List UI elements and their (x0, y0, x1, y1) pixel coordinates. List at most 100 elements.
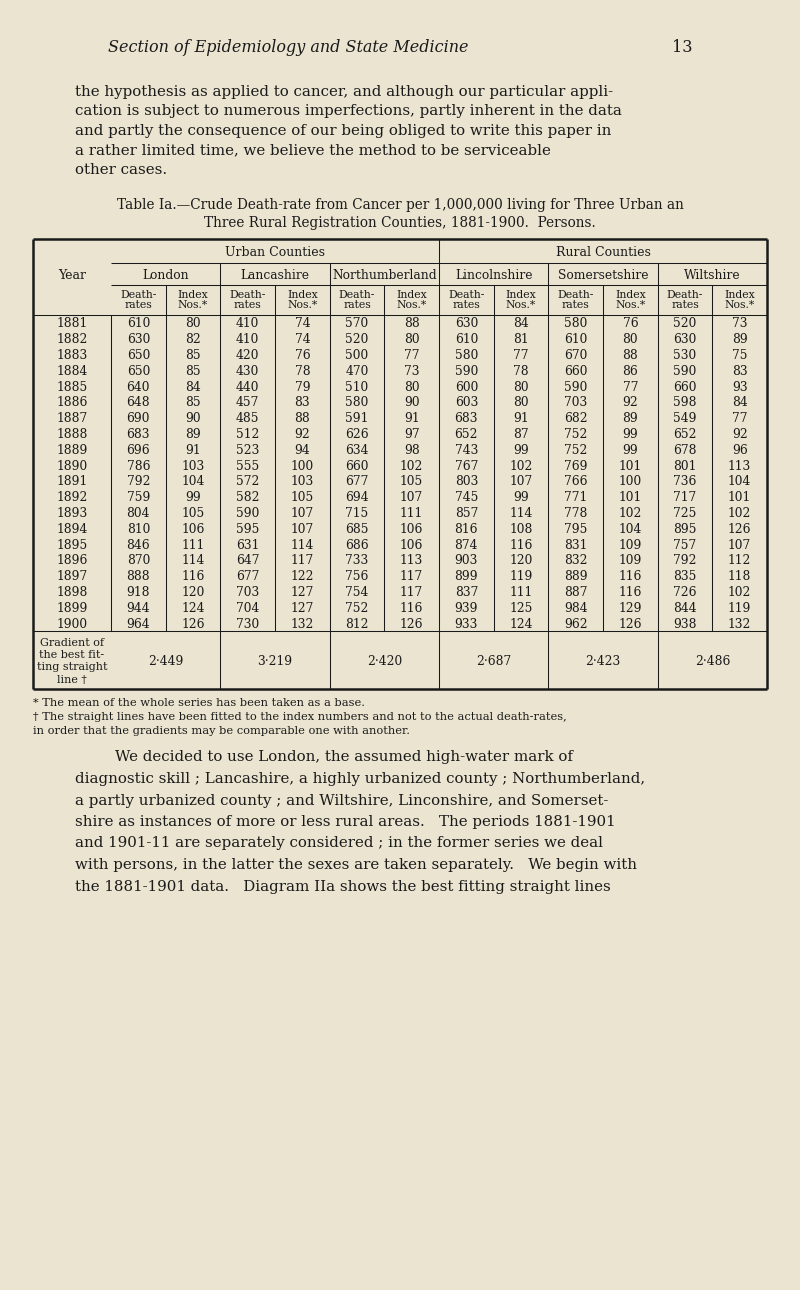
Text: 99: 99 (622, 444, 638, 457)
Text: 590: 590 (564, 381, 587, 393)
Text: 686: 686 (345, 539, 369, 552)
Text: 630: 630 (674, 333, 697, 346)
Text: 696: 696 (126, 444, 150, 457)
Text: 109: 109 (618, 555, 642, 568)
Text: 795: 795 (564, 522, 587, 535)
Text: 870: 870 (126, 555, 150, 568)
Text: 111: 111 (400, 507, 423, 520)
Text: Death-: Death- (448, 289, 485, 299)
Text: 630: 630 (126, 333, 150, 346)
Text: Death-: Death- (558, 289, 594, 299)
Text: 1895: 1895 (56, 539, 88, 552)
Text: 105: 105 (400, 476, 423, 489)
Text: shire as instances of more or less rural areas.   The periods 1881-1901: shire as instances of more or less rural… (75, 815, 616, 829)
Text: 126: 126 (400, 618, 423, 631)
Text: 660: 660 (564, 365, 587, 378)
Text: 549: 549 (674, 413, 697, 426)
Text: rates: rates (343, 301, 371, 311)
Text: 103: 103 (182, 459, 205, 472)
Text: 88: 88 (404, 317, 419, 330)
Text: 84: 84 (732, 396, 747, 409)
Text: 1891: 1891 (56, 476, 88, 489)
Text: 582: 582 (236, 491, 259, 504)
Text: 757: 757 (674, 539, 697, 552)
Text: 83: 83 (294, 396, 310, 409)
Text: 610: 610 (564, 333, 587, 346)
Text: 520: 520 (674, 317, 697, 330)
Text: Nos.*: Nos.* (725, 301, 754, 311)
Text: 108: 108 (510, 522, 533, 535)
Text: 99: 99 (185, 491, 201, 504)
Text: 102: 102 (728, 586, 751, 599)
Text: rates: rates (125, 301, 152, 311)
Text: We decided to use London, the assumed high-water mark of: We decided to use London, the assumed hi… (115, 751, 573, 765)
Text: 116: 116 (618, 586, 642, 599)
Text: 804: 804 (126, 507, 150, 520)
Text: 938: 938 (674, 618, 697, 631)
Text: Index: Index (506, 289, 536, 299)
Text: 109: 109 (618, 539, 642, 552)
Text: 127: 127 (290, 602, 314, 615)
Text: 792: 792 (126, 476, 150, 489)
Text: 652: 652 (454, 428, 478, 441)
Text: 2·449: 2·449 (148, 655, 183, 668)
Text: Somersetshire: Somersetshire (558, 270, 648, 283)
Text: 640: 640 (126, 381, 150, 393)
Text: line †: line † (57, 675, 87, 685)
Text: 752: 752 (346, 602, 369, 615)
Text: 98: 98 (404, 444, 419, 457)
Text: 889: 889 (564, 570, 587, 583)
Text: 113: 113 (400, 555, 423, 568)
Text: rates: rates (671, 301, 699, 311)
Text: 530: 530 (674, 350, 697, 362)
Text: Lincolnshire: Lincolnshire (455, 270, 533, 283)
Text: 92: 92 (294, 428, 310, 441)
Text: Nos.*: Nos.* (397, 301, 426, 311)
Text: 91: 91 (513, 413, 529, 426)
Text: ting straight: ting straight (37, 663, 107, 672)
Text: 107: 107 (290, 522, 314, 535)
Text: 101: 101 (618, 459, 642, 472)
Text: 603: 603 (454, 396, 478, 409)
Text: 89: 89 (185, 428, 201, 441)
Text: 745: 745 (454, 491, 478, 504)
Text: a partly urbanized county ; and Wiltshire, Linconshire, and Somerset-: a partly urbanized county ; and Wiltshir… (75, 793, 608, 808)
Text: 93: 93 (732, 381, 747, 393)
Text: Urban Counties: Urban Counties (225, 246, 325, 259)
Text: 598: 598 (674, 396, 697, 409)
Text: 117: 117 (400, 586, 423, 599)
Text: 90: 90 (185, 413, 201, 426)
Text: diagnostic skill ; Lancashire, a highly urbanized county ; Northumberland,: diagnostic skill ; Lancashire, a highly … (75, 771, 645, 786)
Text: 89: 89 (732, 333, 747, 346)
Text: 114: 114 (182, 555, 205, 568)
Text: rates: rates (453, 301, 480, 311)
Text: 85: 85 (185, 350, 201, 362)
Text: Death-: Death- (230, 289, 266, 299)
Text: 759: 759 (126, 491, 150, 504)
Text: 105: 105 (182, 507, 205, 520)
Text: 77: 77 (404, 350, 419, 362)
Text: 590: 590 (236, 507, 259, 520)
Text: 80: 80 (513, 381, 529, 393)
Text: 78: 78 (294, 365, 310, 378)
Text: 119: 119 (510, 570, 533, 583)
Text: the 1881-1901 data.   Diagram IIa shows the best fitting straight lines: the 1881-1901 data. Diagram IIa shows th… (75, 880, 610, 894)
Text: 570: 570 (346, 317, 369, 330)
Text: 918: 918 (126, 586, 150, 599)
Text: 626: 626 (345, 428, 369, 441)
Text: 116: 116 (400, 602, 423, 615)
Text: 1889: 1889 (56, 444, 88, 457)
Text: 101: 101 (728, 491, 751, 504)
Text: 111: 111 (510, 586, 533, 599)
Text: 1897: 1897 (56, 570, 88, 583)
Text: 117: 117 (290, 555, 314, 568)
Text: Death-: Death- (667, 289, 703, 299)
Text: 107: 107 (290, 507, 314, 520)
Text: 647: 647 (236, 555, 259, 568)
Text: 85: 85 (185, 365, 201, 378)
Text: 120: 120 (182, 586, 205, 599)
Text: 1882: 1882 (56, 333, 88, 346)
Text: 92: 92 (622, 396, 638, 409)
Text: 778: 778 (564, 507, 587, 520)
Text: 80: 80 (404, 381, 419, 393)
